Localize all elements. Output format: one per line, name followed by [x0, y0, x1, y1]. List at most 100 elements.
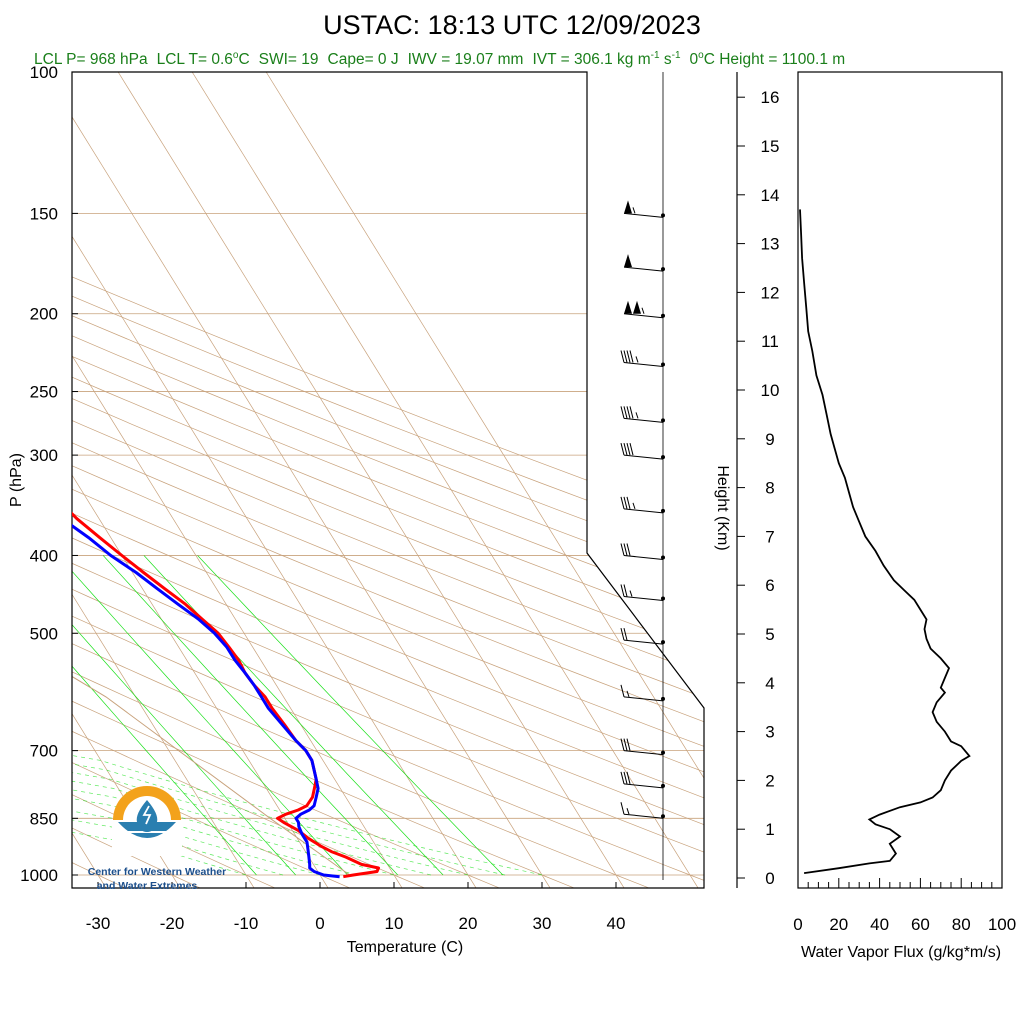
- barb-full: [623, 543, 628, 556]
- isotherm-line: [72, 72, 479, 888]
- barb-staff: [623, 508, 664, 514]
- dry-adiabat: [72, 72, 704, 888]
- height-tick-label: 9: [765, 430, 774, 449]
- height-tick-label: 16: [761, 88, 780, 107]
- barb-full: [623, 406, 628, 419]
- barb-dot: [661, 213, 665, 218]
- barb-dot: [661, 814, 665, 819]
- barb-half: [632, 502, 636, 510]
- flux-frame: [797, 71, 1003, 889]
- barb-full: [626, 350, 631, 363]
- barb-dot: [661, 362, 665, 367]
- barb-dot: [661, 750, 665, 755]
- wind-barbs: [620, 200, 665, 819]
- y-tick-label: 850: [30, 809, 58, 828]
- dry-adiabat: [72, 72, 704, 888]
- lifted-parcel-line: [72, 72, 350, 876]
- mixing-ratio-line: [72, 555, 257, 876]
- x-tick-label: -10: [234, 914, 259, 933]
- barb-staff: [623, 313, 664, 319]
- y-tick-label: 400: [30, 546, 58, 565]
- barb-full: [620, 543, 625, 556]
- barb-full: [623, 771, 628, 784]
- barb-full: [623, 496, 628, 510]
- dry-adiabat: [72, 72, 704, 888]
- x-axis-label: Temperature (C): [347, 939, 463, 956]
- barb-staff: [623, 750, 664, 756]
- height-tick-label: 4: [765, 674, 774, 693]
- y-tick-label: 250: [30, 383, 58, 402]
- barb-staff: [623, 361, 664, 367]
- barb-staff: [623, 417, 664, 423]
- dry-adiabat: [72, 72, 360, 888]
- barb-full: [620, 406, 625, 419]
- barb-half: [626, 690, 630, 698]
- barb-full: [620, 496, 625, 510]
- y-tick-label: 150: [30, 204, 58, 223]
- wind-barb: [620, 584, 665, 602]
- flux-x-tick-label: 20: [829, 915, 848, 934]
- barb-staff: [623, 554, 664, 560]
- barb-full: [620, 584, 625, 597]
- dry-adiabat: [72, 72, 704, 888]
- barb-full: [626, 738, 631, 751]
- height-tick-label: 8: [765, 479, 774, 498]
- dry-adiabat: [72, 72, 585, 888]
- barb-full: [629, 443, 634, 456]
- barb-staff: [623, 212, 664, 218]
- y-tick-label: 500: [30, 624, 58, 643]
- barb-dot: [661, 555, 665, 560]
- barb-full: [629, 350, 634, 363]
- height-tick-label: 5: [765, 625, 774, 644]
- barb-staff: [623, 454, 664, 460]
- dry-adiabat: [72, 72, 704, 888]
- barb-staff: [623, 696, 664, 702]
- barb-half: [635, 412, 639, 419]
- flux-x-tick-label: 80: [952, 915, 971, 934]
- swi: SWI= 19: [259, 51, 319, 68]
- barb-full: [623, 584, 628, 597]
- isotherm-line: [72, 72, 183, 888]
- wind-barb: [623, 200, 665, 218]
- skewt-frame: [71, 71, 705, 889]
- skewt-profiles: [72, 212, 380, 879]
- dry-adiabat: [72, 72, 704, 888]
- mixing-ratio-line: [72, 555, 296, 876]
- barb-full: [620, 802, 625, 815]
- barb-full: [623, 738, 628, 751]
- height-tick-label: 13: [761, 235, 780, 254]
- barb-full: [623, 350, 628, 363]
- water-drop-icon: [136, 800, 158, 832]
- dry-adiabat: [72, 72, 704, 888]
- stats-line: LCL P= 968 hPa LCL T= 0.6oC SWI= 19 Cape= 0…: [34, 50, 845, 68]
- height-tick-label: 11: [761, 332, 779, 351]
- isotherm-line: [117, 72, 627, 888]
- dry-adiabat: [72, 72, 704, 888]
- x-tick-label: 10: [385, 914, 404, 933]
- flux-x-tick-label: 40: [870, 915, 889, 934]
- temperature-profile-line: [72, 212, 380, 879]
- barb-half: [632, 207, 636, 214]
- barb-staff: [623, 813, 664, 819]
- barb-full: [629, 406, 634, 419]
- wind-barb: [620, 350, 665, 367]
- logo-text-line2: and Water Extremes: [97, 880, 198, 892]
- height-tick-label: 2: [765, 771, 774, 790]
- flux-x-label: Water Vapor Flux (g/kg*m/s): [801, 944, 1001, 961]
- flux-x-tick-label: 100: [988, 915, 1016, 934]
- barb-dot: [661, 267, 665, 272]
- wind-barb: [620, 406, 665, 423]
- lcl-pressure: LCL P= 968 hPa: [34, 51, 148, 68]
- isotherm-line: [191, 72, 701, 888]
- y-tick-label: 100: [30, 63, 58, 82]
- barb-full: [626, 496, 631, 510]
- height-tick-label: 6: [765, 576, 774, 595]
- isotherm-line: [72, 72, 553, 888]
- barb-half: [641, 307, 645, 314]
- dry-adiabat: [72, 72, 210, 888]
- mixing-ratio-line: [72, 555, 348, 876]
- moist-adiabat: [72, 313, 395, 876]
- barb-staff: [623, 639, 664, 645]
- height-tick-label: 14: [761, 186, 780, 205]
- y-tick-label: 300: [30, 446, 58, 465]
